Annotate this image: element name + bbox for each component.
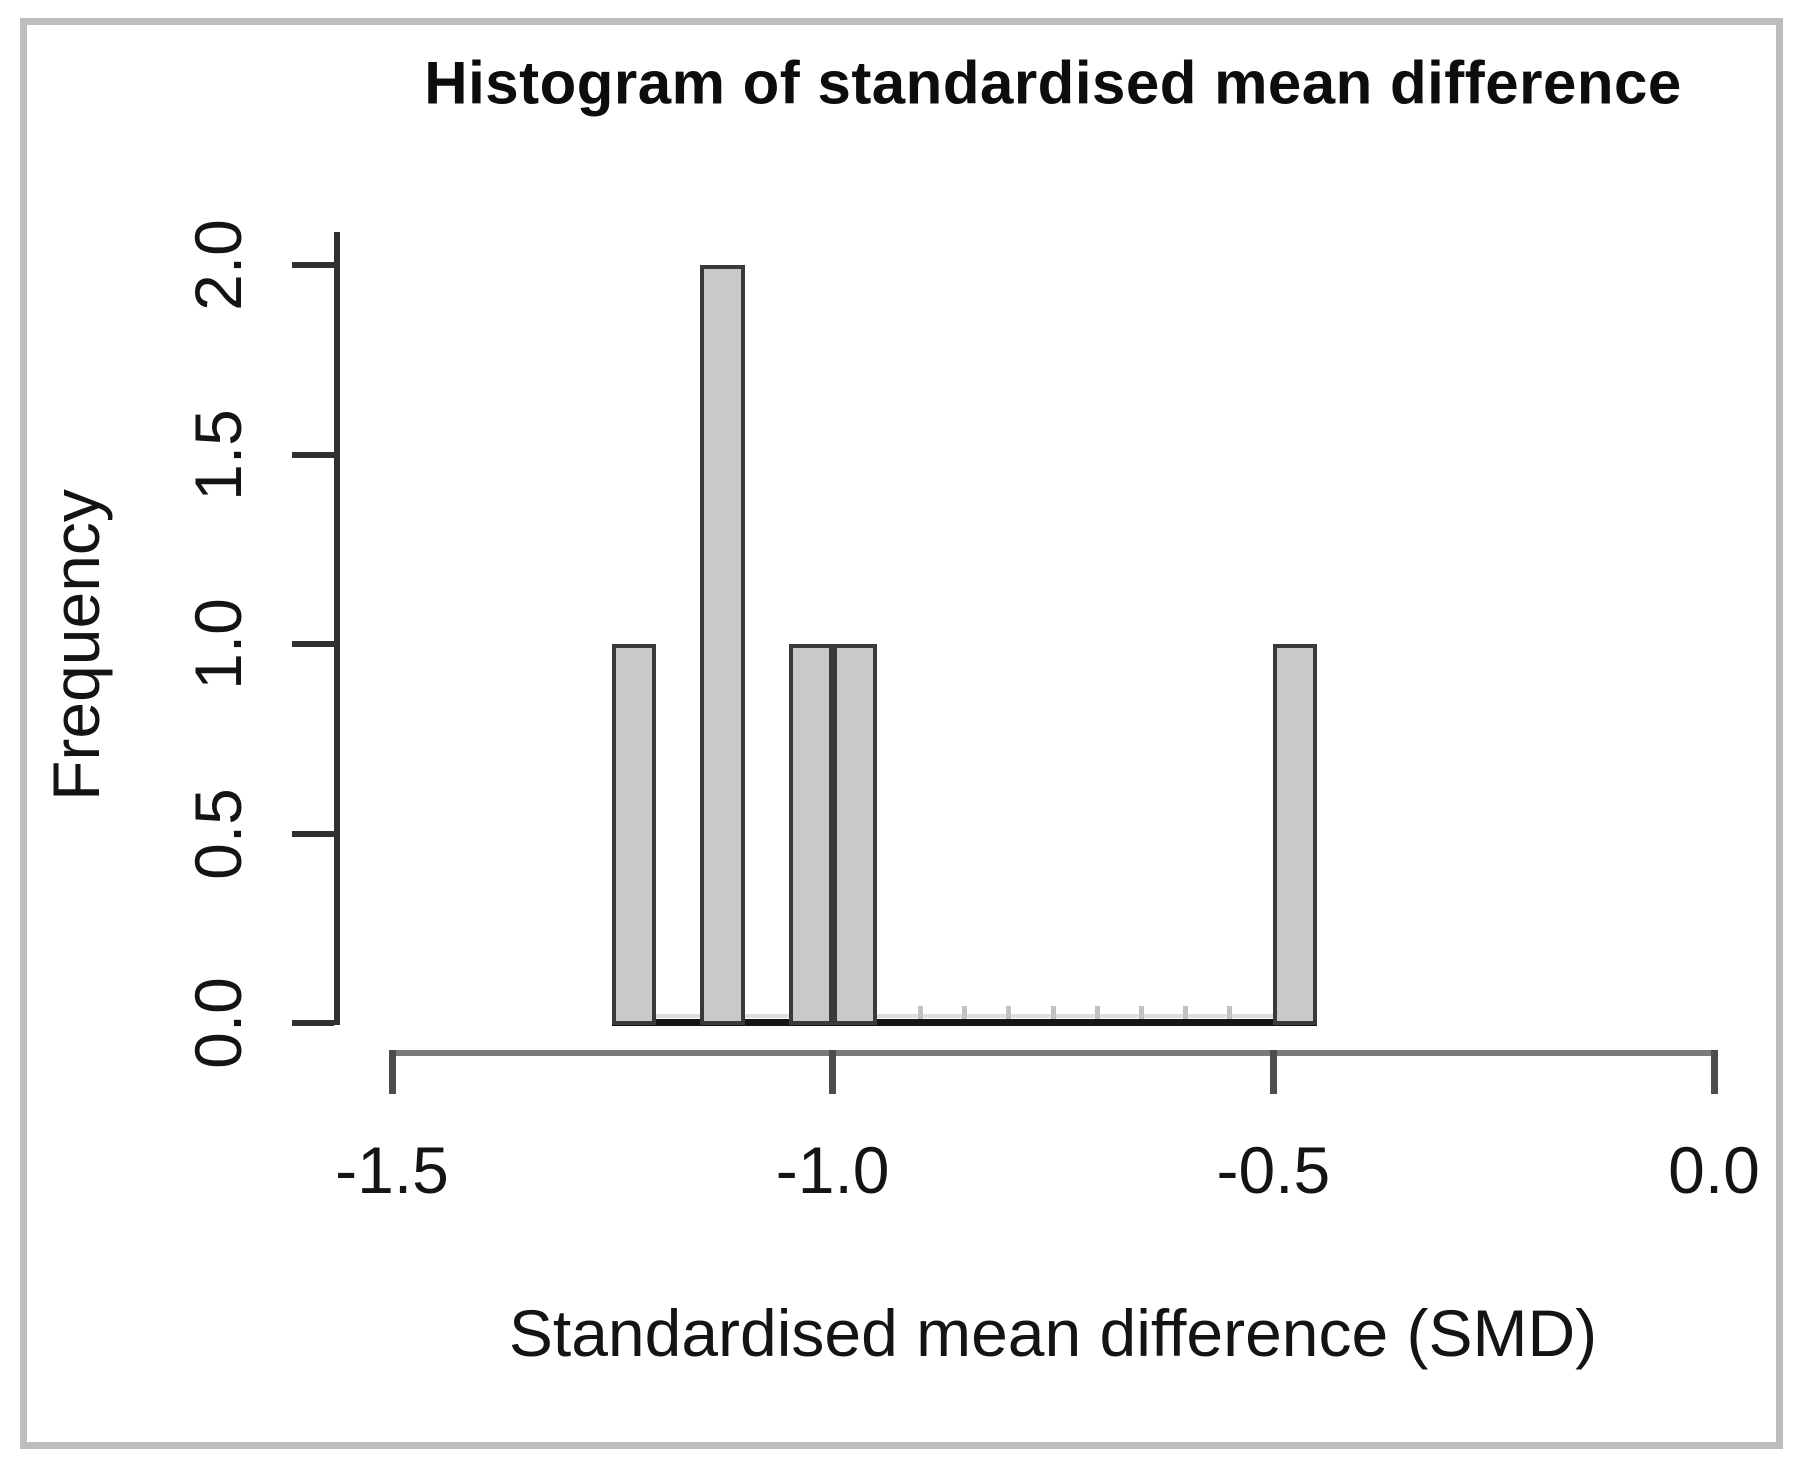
y-axis-tick bbox=[292, 641, 334, 647]
y-axis-tick bbox=[292, 451, 334, 458]
y-axis-line bbox=[334, 232, 340, 1025]
x-tick-label: -1.0 bbox=[775, 1133, 890, 1207]
y-tick-label: 1.0 bbox=[181, 598, 255, 690]
zero-bin-edge-mark bbox=[1050, 1006, 1056, 1019]
x-tick-label: 0.0 bbox=[1668, 1133, 1760, 1207]
plot-frame bbox=[20, 18, 1783, 1449]
x-tick-label: -0.5 bbox=[1216, 1133, 1331, 1207]
histogram-bar bbox=[788, 644, 833, 1025]
x-axis-tick bbox=[1269, 1050, 1277, 1094]
y-axis-tick bbox=[292, 262, 334, 268]
x-axis-label: Standardised mean difference (SMD) bbox=[508, 1296, 1598, 1370]
x-axis-tick bbox=[388, 1050, 396, 1094]
x-axis-line bbox=[389, 1050, 1718, 1056]
y-axis-tick bbox=[292, 830, 334, 837]
y-tick-label: 0.5 bbox=[181, 787, 255, 880]
histogram-bar bbox=[612, 644, 657, 1025]
histogram-bar bbox=[832, 644, 877, 1025]
y-axis-tick bbox=[292, 1020, 334, 1026]
chart-title: Histogram of standardised mean differenc… bbox=[424, 49, 1682, 117]
y-tick-label: 1.5 bbox=[181, 408, 255, 501]
zero-bin-edge-mark bbox=[1182, 1006, 1188, 1019]
zero-bin-edge-mark bbox=[1006, 1006, 1012, 1019]
zero-bin-edge-mark bbox=[918, 1006, 924, 1019]
histogram-bar bbox=[700, 265, 745, 1025]
y-axis-label: Frequency bbox=[39, 489, 113, 801]
histogram-baseline bbox=[612, 1019, 1318, 1026]
zero-bin-edge-mark bbox=[1226, 1006, 1232, 1019]
y-tick-label: 2.0 bbox=[181, 219, 255, 311]
histogram-bar bbox=[1273, 644, 1318, 1025]
zero-bin-edge-mark bbox=[1138, 1006, 1144, 1019]
zero-bin-edge-mark bbox=[1094, 1006, 1100, 1019]
zero-bin-edge-mark bbox=[962, 1006, 968, 1019]
x-axis-tick bbox=[829, 1050, 837, 1094]
y-tick-label: 0.0 bbox=[181, 977, 255, 1069]
x-tick-label: -1.5 bbox=[335, 1133, 449, 1207]
x-axis-tick bbox=[1710, 1050, 1718, 1094]
